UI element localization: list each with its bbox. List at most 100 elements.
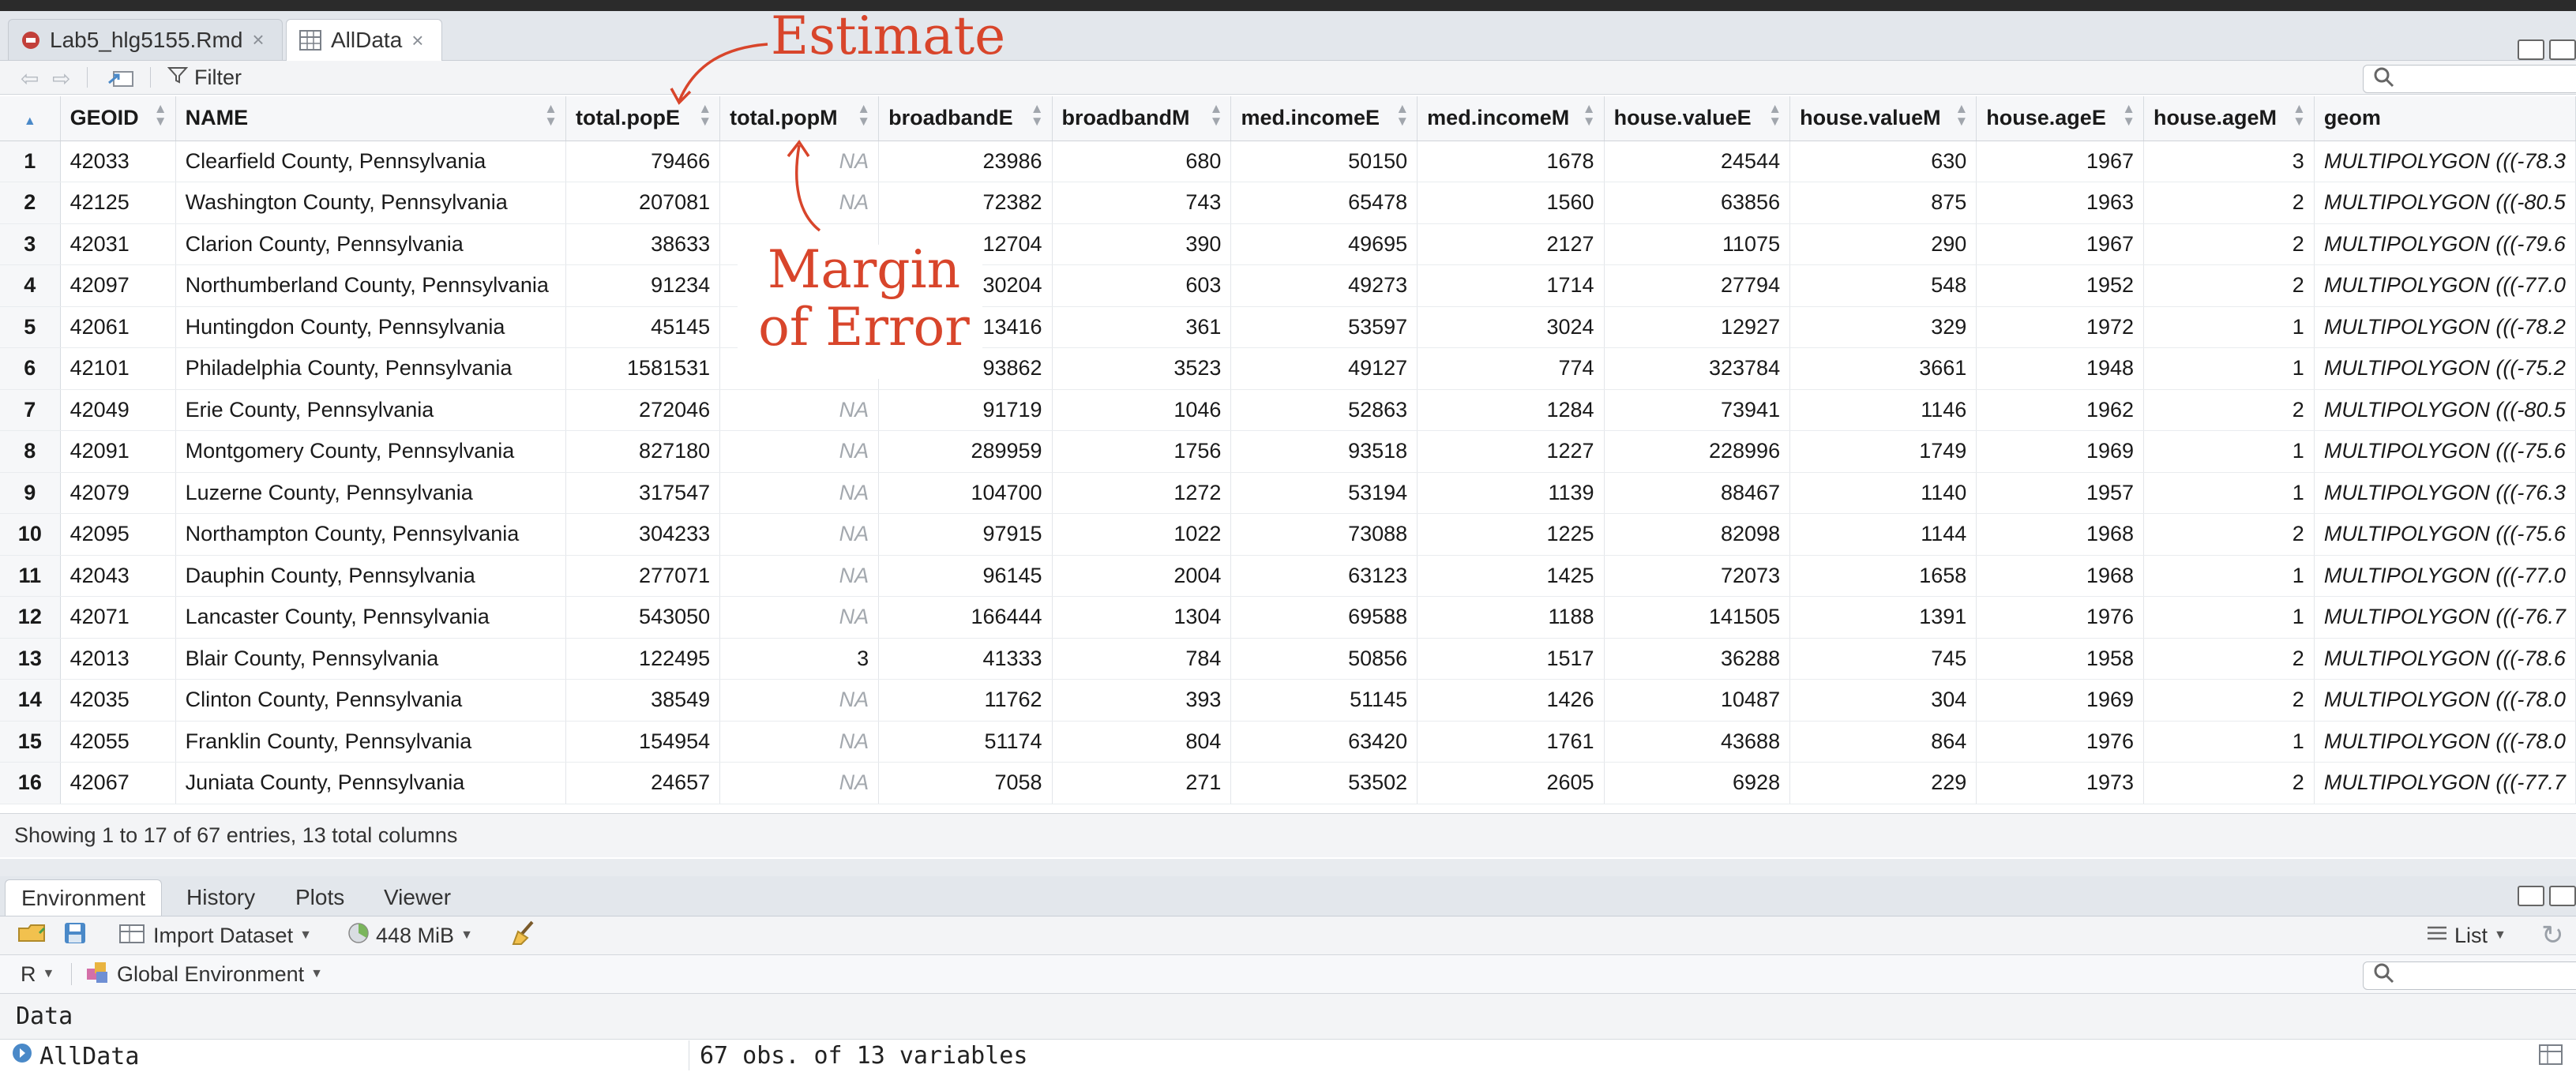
filter-button[interactable]: Filter <box>167 64 242 91</box>
table-cell-popM: NA <box>719 721 880 763</box>
table-cell-popE: 272046 <box>565 389 721 431</box>
row-number: 4 <box>0 264 61 307</box>
table-cell-valM: 548 <box>1789 264 1977 307</box>
table-row[interactable]: 1 42033 Clearfield County, Pennsylvania 794… <box>0 141 2576 182</box>
table-cell-ageM: 1 <box>2143 555 2315 597</box>
expand-arrow-icon[interactable] <box>11 1042 33 1070</box>
estimate-arrow-icon <box>670 43 768 105</box>
data-viewer-grid: ▲ GEOID ▲ ▼ NAME ▲ ▼ total.popE ▲ ▼ total.popM… <box>0 96 2576 813</box>
table-cell-ageE: 1963 <box>1976 182 2145 224</box>
tab-plots[interactable]: Plots <box>295 885 345 909</box>
table-cell-ageM: 3 <box>2143 141 2315 182</box>
table-cell-popE: 79466 <box>565 141 721 182</box>
table-cell-name: Huntingdon County, Pennsylvania <box>175 306 566 348</box>
table-cell-name: Clearfield County, Pennsylvania <box>175 141 566 182</box>
tab-history[interactable]: History <box>186 885 256 909</box>
column-header[interactable]: NAME ▲ ▼ <box>175 96 566 141</box>
minimize-pane-icon[interactable] <box>2518 39 2544 60</box>
minimize-pane-icon[interactable] <box>2518 886 2544 906</box>
tab-alldata[interactable]: AllData × <box>286 19 442 61</box>
table-cell-geoid: 42033 <box>60 141 176 182</box>
maximize-pane-icon[interactable] <box>2549 39 2576 60</box>
column-header[interactable]: house.ageE ▲ ▼ <box>1976 96 2145 141</box>
table-cell-bbM: 393 <box>1052 679 1232 722</box>
table-row[interactable]: 9 42079 Luzerne County, Pennsylvania 317547… <box>0 472 2576 514</box>
table-row[interactable]: 10 42095 Northampton County, Pennsylvania 3… <box>0 513 2576 556</box>
table-cell-valE: 88467 <box>1604 472 1791 514</box>
table-cell-bbE: 23986 <box>878 141 1053 182</box>
column-header[interactable]: broadbandE ▲ ▼ <box>878 96 1053 141</box>
sort-icon: ▲ ▼ <box>1768 101 1782 129</box>
grid-table-icon <box>299 30 321 51</box>
close-tab-icon[interactable]: × <box>411 28 424 52</box>
row-number: 5 <box>0 306 61 348</box>
table-cell-bbM: 3523 <box>1052 347 1232 390</box>
language-dropdown[interactable]: R ▼ <box>21 955 54 993</box>
save-workspace-button[interactable] <box>63 916 87 954</box>
environment-search-input[interactable] <box>2363 961 2576 990</box>
open-workspace-button[interactable] <box>17 916 47 954</box>
table-row[interactable]: 11 42043 Dauphin County, Pennsylvania 27707… <box>0 555 2576 597</box>
import-dataset-label: Import Dataset <box>153 923 294 947</box>
sort-icon: ▲ ▼ <box>857 101 871 129</box>
view-table-icon[interactable] <box>2538 1042 2563 1072</box>
view-mode-dropdown[interactable]: List ▼ <box>2426 916 2507 954</box>
table-row[interactable]: 14 42035 Clinton County, Pennsylvania 38549… <box>0 679 2576 722</box>
column-header[interactable]: med.incomeM ▲ ▼ <box>1417 96 1605 141</box>
table-row[interactable]: 16 42067 Juniata County, Pennsylvania 24657… <box>0 762 2576 804</box>
table-cell-valE: 11075 <box>1604 223 1791 265</box>
table-row[interactable]: 5 42061 Huntingdon County, Pennsylvania 451… <box>0 306 2576 348</box>
column-header[interactable]: geom <box>2314 96 2576 141</box>
table-row[interactable]: 7 42049 Erie County, Pennsylvania 272046 NA 9… <box>0 389 2576 431</box>
table-cell-incM: 1761 <box>1417 721 1605 763</box>
tab-rmd-file[interactable]: Lab5_hlg5155.Rmd × <box>8 19 283 60</box>
column-header[interactable]: broadbandM ▲ ▼ <box>1052 96 1232 141</box>
refresh-button[interactable]: ↻ <box>2541 916 2564 954</box>
table-cell-geom: MULTIPOLYGON (((-77.0 <box>2314 264 2576 307</box>
table-row[interactable]: 4 42097 Northumberland County, Pennsylvani… <box>0 264 2576 307</box>
object-name[interactable]: AllData <box>11 1042 139 1070</box>
table-cell-bbE: 96145 <box>878 555 1053 597</box>
table-row[interactable]: 2 42125 Washington County, Pennsylvania 207… <box>0 182 2576 224</box>
table-cell-ageM: 2 <box>2143 513 2315 556</box>
table-cell-geoid: 42095 <box>60 513 176 556</box>
pane-splitter[interactable] <box>0 859 2576 876</box>
column-header[interactable]: house.ageM ▲ ▼ <box>2143 96 2315 141</box>
forward-arrow-icon[interactable]: ⇨ <box>52 66 71 91</box>
viewer-toolbar: ⇦ ⇨ Filter <box>0 61 2576 95</box>
table-cell-bbE: 104700 <box>878 472 1053 514</box>
column-header[interactable]: house.valueM ▲ ▼ <box>1789 96 1977 141</box>
environment-object-row[interactable]: AllData 67 obs. of 13 variables <box>0 1040 2576 1070</box>
column-header[interactable]: house.valueE ▲ ▼ <box>1604 96 1791 141</box>
memory-usage-button[interactable]: 448 MiB ▼ <box>347 916 473 954</box>
table-cell-incM: 1560 <box>1417 182 1605 224</box>
table-row[interactable]: 6 42101 Philadelphia County, Pennsylvania 1… <box>0 347 2576 390</box>
table-cell-valM: 1391 <box>1789 596 1977 639</box>
column-header[interactable]: GEOID ▲ ▼ <box>60 96 176 141</box>
column-header[interactable]: total.popE ▲ ▼ <box>565 96 721 141</box>
table-row[interactable]: 13 42013 Blair County, Pennsylvania 122495 3… <box>0 638 2576 680</box>
close-tab-icon[interactable]: × <box>252 28 265 51</box>
column-header[interactable]: med.incomeE ▲ ▼ <box>1230 96 1418 141</box>
table-cell-ageM: 1 <box>2143 347 2315 390</box>
table-cell-popM: NA <box>719 596 880 639</box>
tab-viewer[interactable]: Viewer <box>384 885 452 909</box>
table-row[interactable]: 3 42031 Clarion County, Pennsylvania 38633 1… <box>0 223 2576 265</box>
table-row[interactable]: 15 42055 Franklin County, Pennsylvania 1549… <box>0 721 2576 763</box>
environment-dropdown[interactable]: Global Environment ▼ <box>85 955 323 993</box>
table-row[interactable]: 12 42071 Lancaster County, Pennsylvania 543… <box>0 596 2576 639</box>
table-cell-geoid: 42079 <box>60 472 176 514</box>
table-cell-popM: NA <box>719 430 880 473</box>
table-cell-bbE: 97915 <box>878 513 1053 556</box>
import-dataset-button[interactable]: Import Dataset ▼ <box>118 916 312 954</box>
table-row[interactable]: 8 42091 Montgomery County, Pennsylvania 827… <box>0 430 2576 473</box>
popout-window-icon[interactable] <box>107 67 134 92</box>
tab-environment[interactable]: Environment <box>5 879 163 916</box>
clear-workspace-button[interactable] <box>510 916 537 954</box>
row-number-header[interactable]: ▲ <box>0 96 61 141</box>
column-header[interactable]: total.popM ▲ ▼ <box>719 96 880 141</box>
table-cell-incM: 1225 <box>1417 513 1605 556</box>
maximize-pane-icon[interactable] <box>2549 886 2576 906</box>
back-arrow-icon[interactable]: ⇦ <box>21 66 39 91</box>
table-search-input[interactable] <box>2363 65 2576 93</box>
